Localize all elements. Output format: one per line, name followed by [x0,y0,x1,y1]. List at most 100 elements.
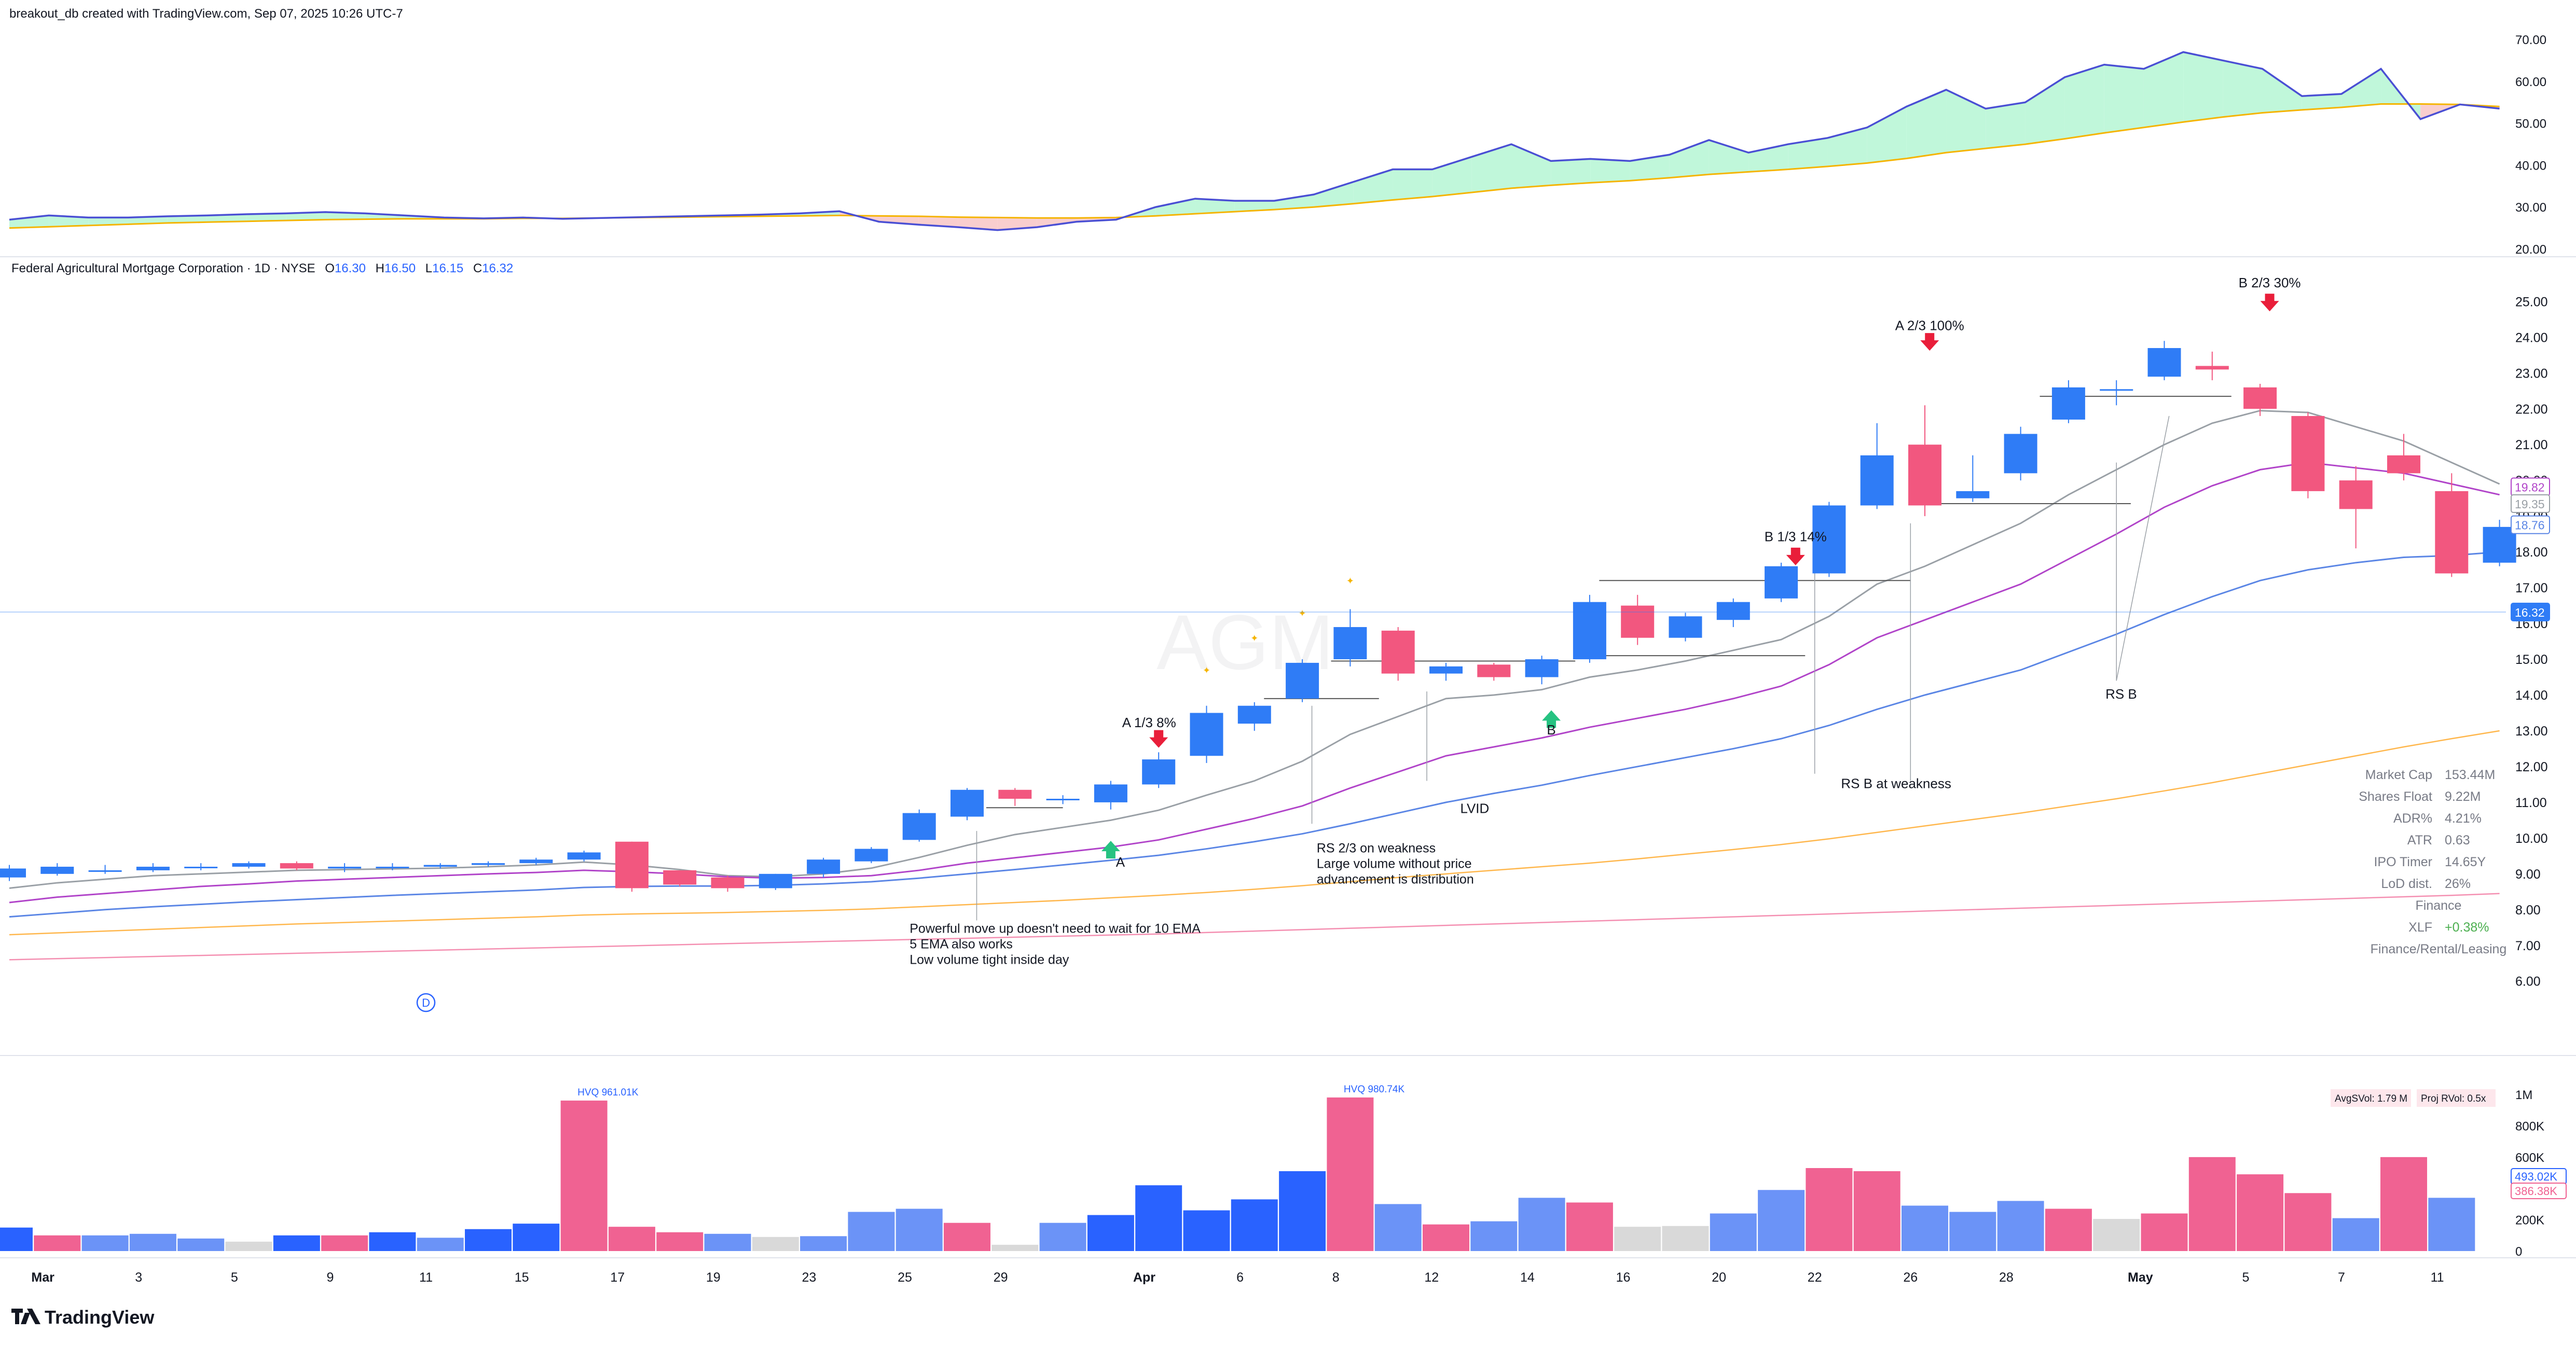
volume-bar [2237,1174,2284,1251]
x-tick-label: 15 [515,1270,529,1285]
rs-fill-segment [2183,52,2223,122]
fundamental-value: 4.21% [2445,811,2482,826]
candle-body [950,789,984,817]
buy-arrow-icon [1542,710,1561,728]
x-tick-label: 14 [1520,1270,1535,1285]
rs-fill-segment [1234,201,1274,212]
star-marker: ✦ [1203,665,1210,676]
price-y-axis: 6.00 7.00 8.00 9.00 10.00 11.00 12.00 13.00 14.0… [0,295,2550,989]
price-tick-label: 14.00 [2515,688,2548,703]
ma-line-ema10 [9,410,2500,889]
candle-body [615,841,649,888]
candle-body [2243,387,2277,409]
volume-bar [2380,1157,2427,1251]
chart-annotation: B 1/3 14% [1765,529,1827,544]
x-tick-label: 3 [135,1270,142,1285]
rs-fill-segment [1274,195,1314,210]
price-tag-label: 19.82 [2515,481,2545,494]
chart-annotation: A 1/3 8% [1122,715,1176,730]
volume-bar [848,1212,895,1251]
rs-lines [9,51,2500,231]
volume-bar [2093,1219,2140,1251]
x-tick-label: 7 [2338,1270,2345,1285]
price-pane: AGM Federal Agricultural Mortgage Corpor… [0,261,2550,1012]
dividend-icon [416,993,436,1012]
fundamentals-table: Market Cap 153.44M Shares Float 9.22M ADR% 4.… [2359,768,2506,956]
rs-tick-label: 40.00 [2515,159,2546,173]
x-tick-label: Mar [31,1270,54,1285]
price-tag-box [2511,515,2550,534]
volume-bar [2188,1157,2236,1251]
ohlc-close: 16.32 [482,261,513,275]
volume-bar [560,1100,608,1251]
price-tick-label: 10.00 [2515,831,2548,846]
fundamental-value: 26% [2445,877,2471,891]
volume-bar [0,1227,33,1251]
rs-fill-segment [365,213,405,219]
volume-bar [1710,1213,1757,1251]
rs-fill-segment [2302,94,2341,110]
rs-fill-segment [128,216,168,225]
volume-bar [991,1244,1039,1251]
volume-bar [2428,1198,2475,1251]
rs-fill-segment [246,213,286,221]
dividend-marker[interactable]: D [416,993,436,1012]
chart-annotation: A [1116,854,1125,870]
volume-bar [656,1232,704,1251]
symbol-title: Federal Agricultural Mortgage Corporatio… [11,261,315,275]
volume-bar [944,1223,990,1251]
candle-body [1525,659,1559,677]
fundamental-label: LoD dist. [2381,877,2432,891]
x-tick-label: 6 [1236,1270,1244,1285]
volume-bar [1423,1224,1469,1251]
rs-fill-segment [1867,106,1907,163]
fundamental-value: 14.65Y [2445,855,2486,869]
candle-body [2339,480,2373,509]
candle-body [2387,455,2420,474]
candle-body [2051,387,2085,420]
volume-bar [369,1232,416,1251]
buy-arrow-icon [1101,841,1120,859]
candle-body [2291,416,2325,491]
chart-annotation: LVID [1460,801,1489,816]
price-tick-label: 17.00 [2515,581,2548,595]
rs-fill-segment [167,215,207,223]
rs-fill-segment [2341,68,2381,107]
x-tick-label: 9 [326,1270,334,1285]
x-tick-label: 22 [1808,1270,1822,1285]
brand-text: TradingView [45,1307,155,1328]
rs-fill-segment [1669,140,1709,178]
fundamental-label: Shares Float [2359,789,2432,804]
chart-annotation: advancement is distribution [1317,872,1474,886]
candle-body [1094,784,1127,802]
candle-body [1381,630,1415,674]
candles [0,341,2516,892]
candle-body [1237,705,1271,724]
fundamental-label: ATR [2407,833,2432,848]
dividend-label: D [422,996,430,1009]
candle-body [1429,666,1463,674]
sell-arrow-icon [2260,294,2279,312]
volume-bar [513,1224,560,1251]
candle-body [472,863,505,865]
tradingview-logo[interactable]: TradingView [11,1307,155,1328]
rs-y-axis: 20.00 30.00 40.00 50.00 60.00 70.00 [2515,33,2546,257]
fundamental-value: +0.38% [2445,920,2489,935]
price-tag-box [2511,494,2550,513]
candle-body [1716,602,1750,620]
volume-bar [896,1209,943,1251]
hvq-label: HVQ 980.74K [1344,1084,1405,1095]
rs-ma-line [9,103,2500,229]
candle-body [1333,627,1367,660]
volume-bar [1902,1205,1948,1251]
x-tick-label: 25 [898,1270,912,1285]
annotations: ✦ ✦ ✦ ✦ Powerful move up doesn't need to wai… [910,275,2301,967]
volume-bar [417,1238,464,1251]
price-tag-box [2511,603,2550,621]
x-tick-label: 28 [1999,1270,2014,1285]
price-tick-label: 15.00 [2515,652,2548,667]
fundamental-label: IPO Timer [2374,855,2432,869]
candle-body [998,789,1032,799]
price-tag-label: 16.32 [2515,606,2545,619]
